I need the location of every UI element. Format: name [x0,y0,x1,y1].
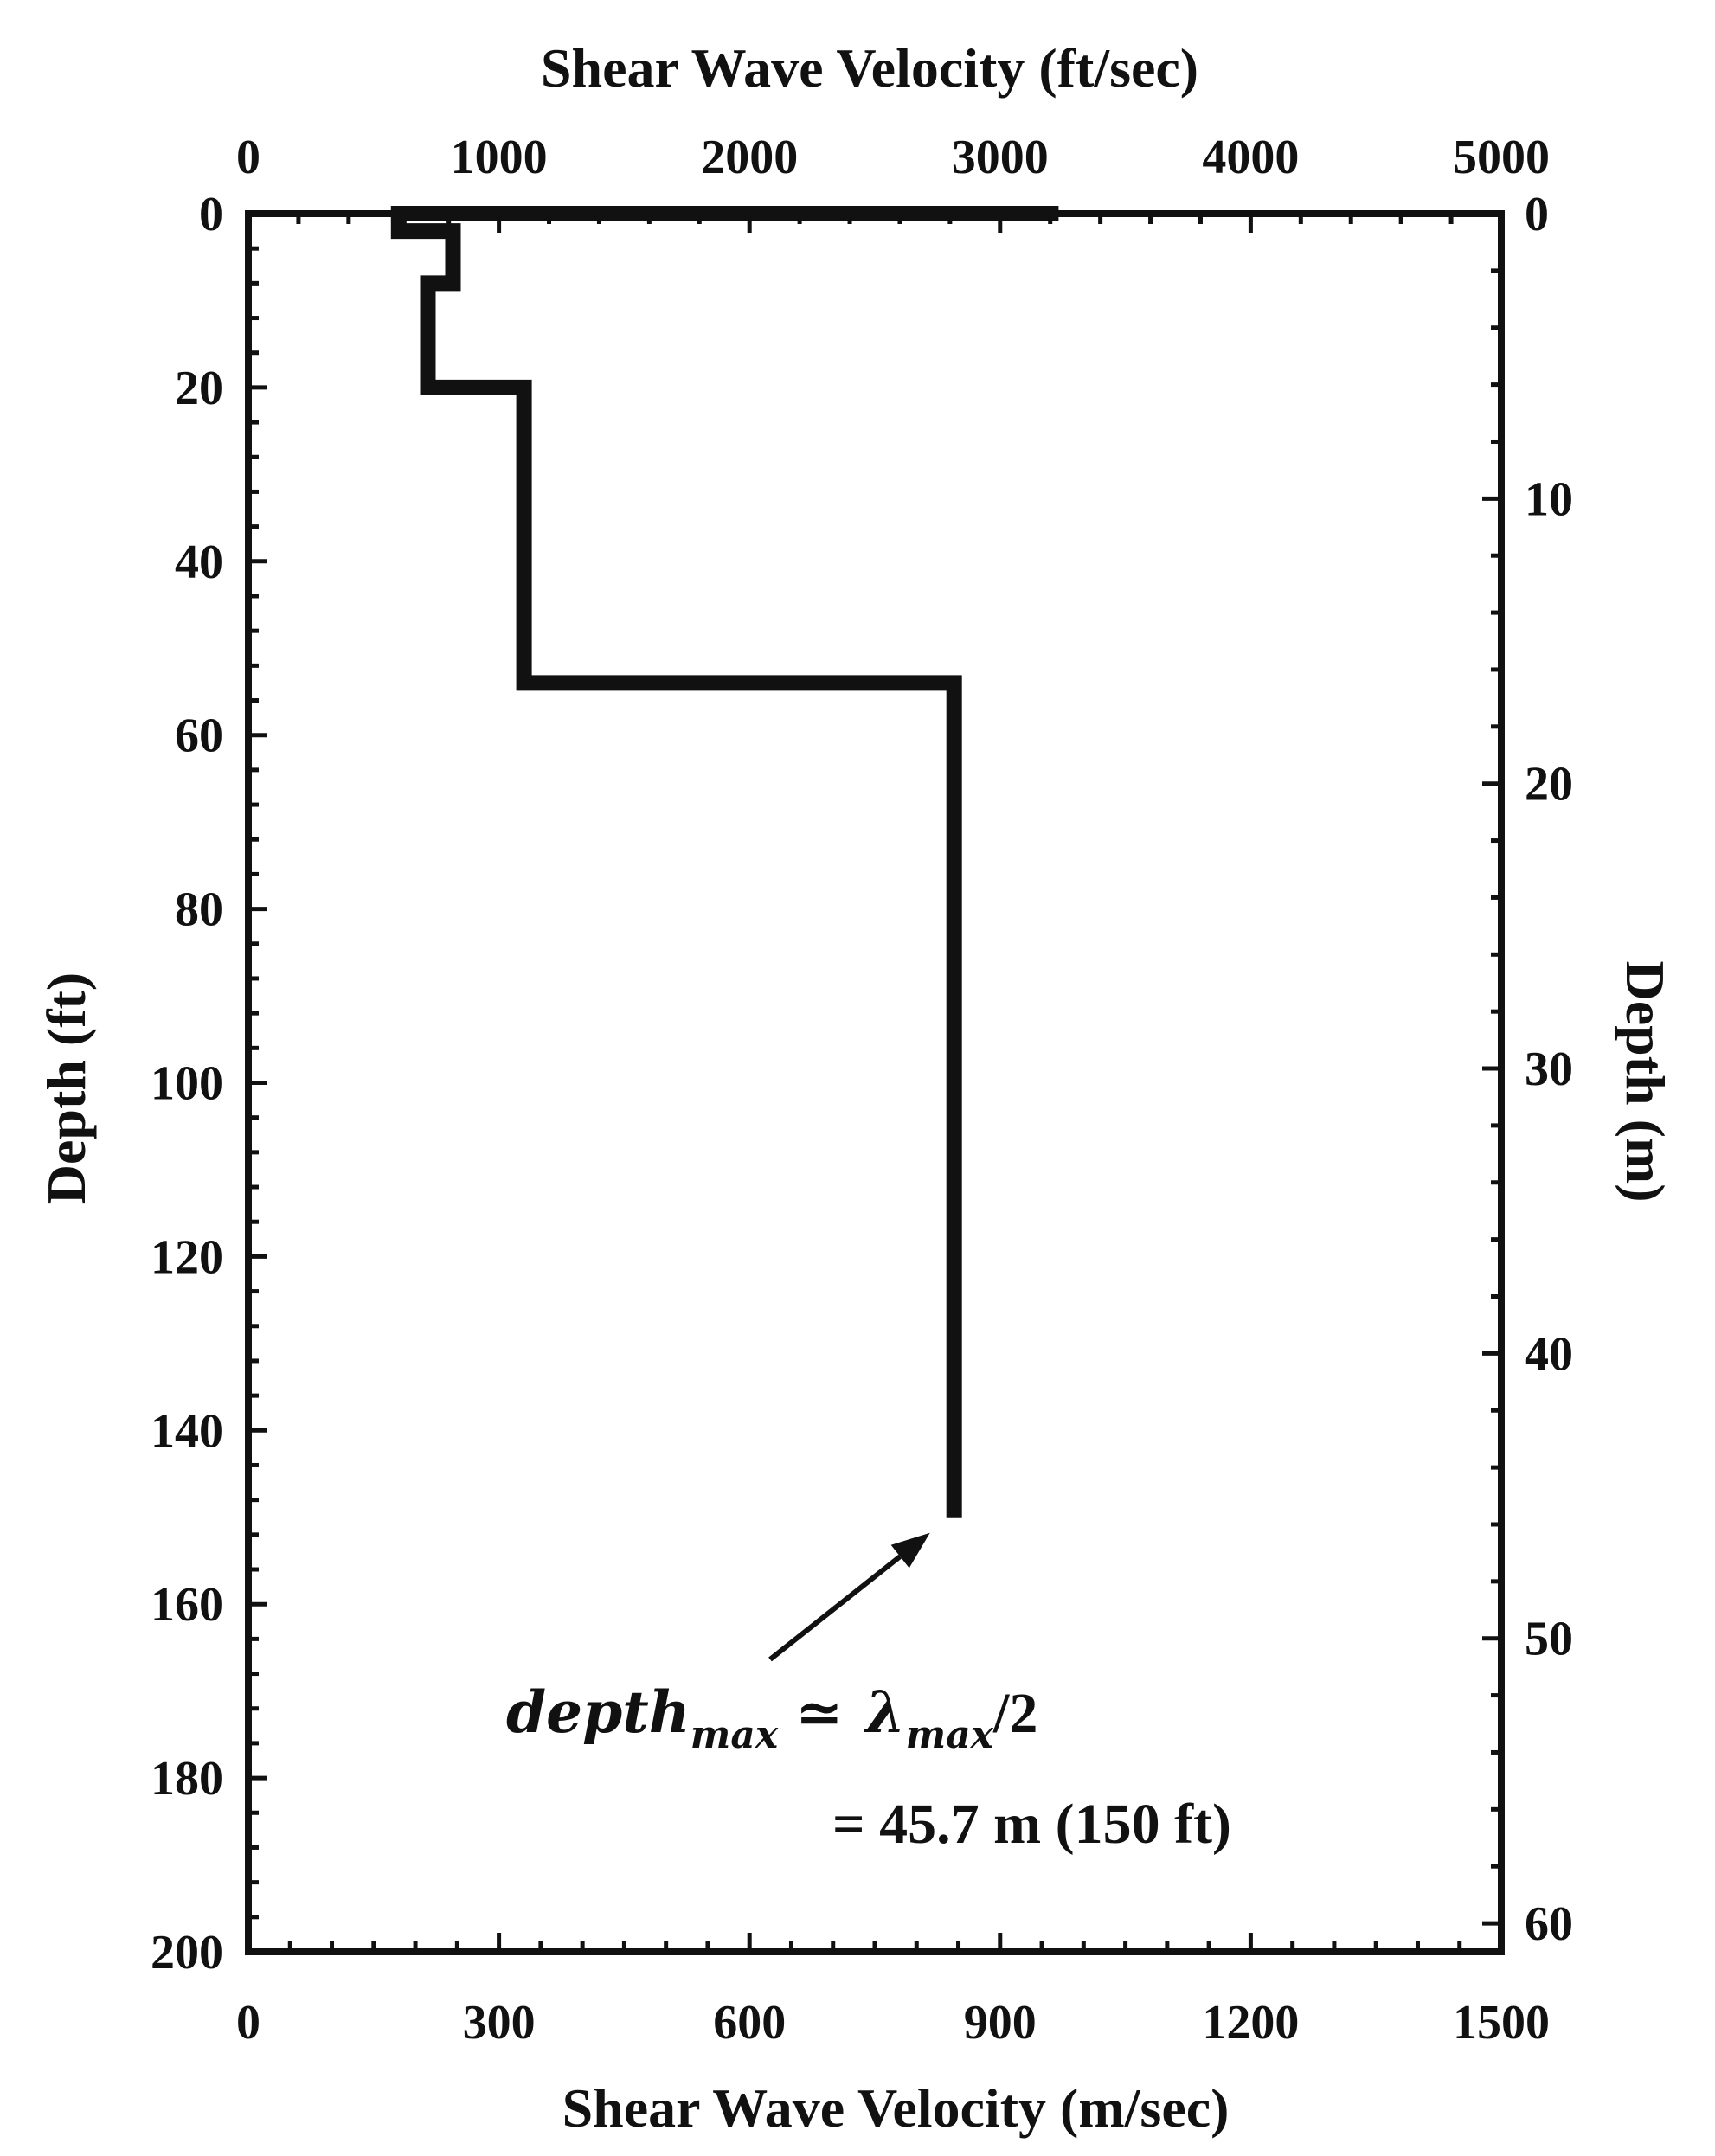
right-tick-label: 60 [1525,1897,1573,1951]
top-tick-label: 3000 [952,131,1049,184]
annotation-arrowhead [890,1532,930,1569]
annotation-result: = 45.7 m (150 ft) [832,1793,1231,1856]
annotation-depth-symbol: depth [506,1678,690,1746]
left-tick-label: 60 [175,709,223,763]
bottom-tick-label: 600 [713,1996,786,2050]
annotation-lambda-symbol: λ [863,1678,905,1746]
bottom-tick-label: 300 [463,1996,536,2050]
left-tick-label: 20 [175,362,223,415]
right-tick-label: 10 [1525,472,1573,526]
left-axis-title: Depth (ft) [35,972,97,1204]
right-tick-label: 30 [1525,1043,1573,1096]
annotation-approx-sign: ≃ [795,1682,843,1745]
top-axis-title: Shear Wave Velocity (ft/sec) [541,37,1198,99]
right-tick-label: 0 [1525,188,1549,241]
annotation-arrow [768,1554,902,1662]
annotation-formula: depthmax ≃ λmax/2 [506,1678,1037,1757]
left-tick-label: 160 [151,1578,223,1632]
left-tick-label: 200 [151,1926,223,1980]
right-tick-label: 50 [1525,1613,1573,1666]
left-tick-label: 120 [151,1230,223,1284]
bottom-tick-label: 1200 [1202,1996,1299,2050]
bottom-tick-label: 0 [236,1996,260,2050]
top-tick-label: 1000 [451,131,548,184]
velocity-profile-line [390,206,1059,1518]
annotation-depth-subscript: max [690,1713,779,1757]
left-tick-label: 80 [175,883,223,937]
annotation-lambda-subscript: max [906,1713,994,1757]
top-tick-label: 4000 [1202,131,1299,184]
left-tick-label: 140 [151,1404,223,1458]
annotation-divide-two: /2 [992,1682,1037,1745]
bottom-axis-title: Shear Wave Velocity (m/sec) [562,2077,1230,2139]
left-tick-label: 100 [151,1057,223,1111]
right-axis-title: Depth (m) [1615,960,1676,1202]
left-tick-label: 0 [199,188,223,241]
bottom-tick-label: 900 [964,1996,1037,2050]
top-tick-label: 5000 [1453,131,1550,184]
left-tick-label: 40 [175,536,223,589]
right-tick-label: 20 [1525,758,1573,812]
bottom-tick-label: 1500 [1453,1996,1550,2050]
top-tick-label: 2000 [701,131,798,184]
right-tick-label: 40 [1525,1327,1573,1381]
top-tick-label: 0 [236,131,260,184]
left-tick-label: 180 [151,1752,223,1806]
